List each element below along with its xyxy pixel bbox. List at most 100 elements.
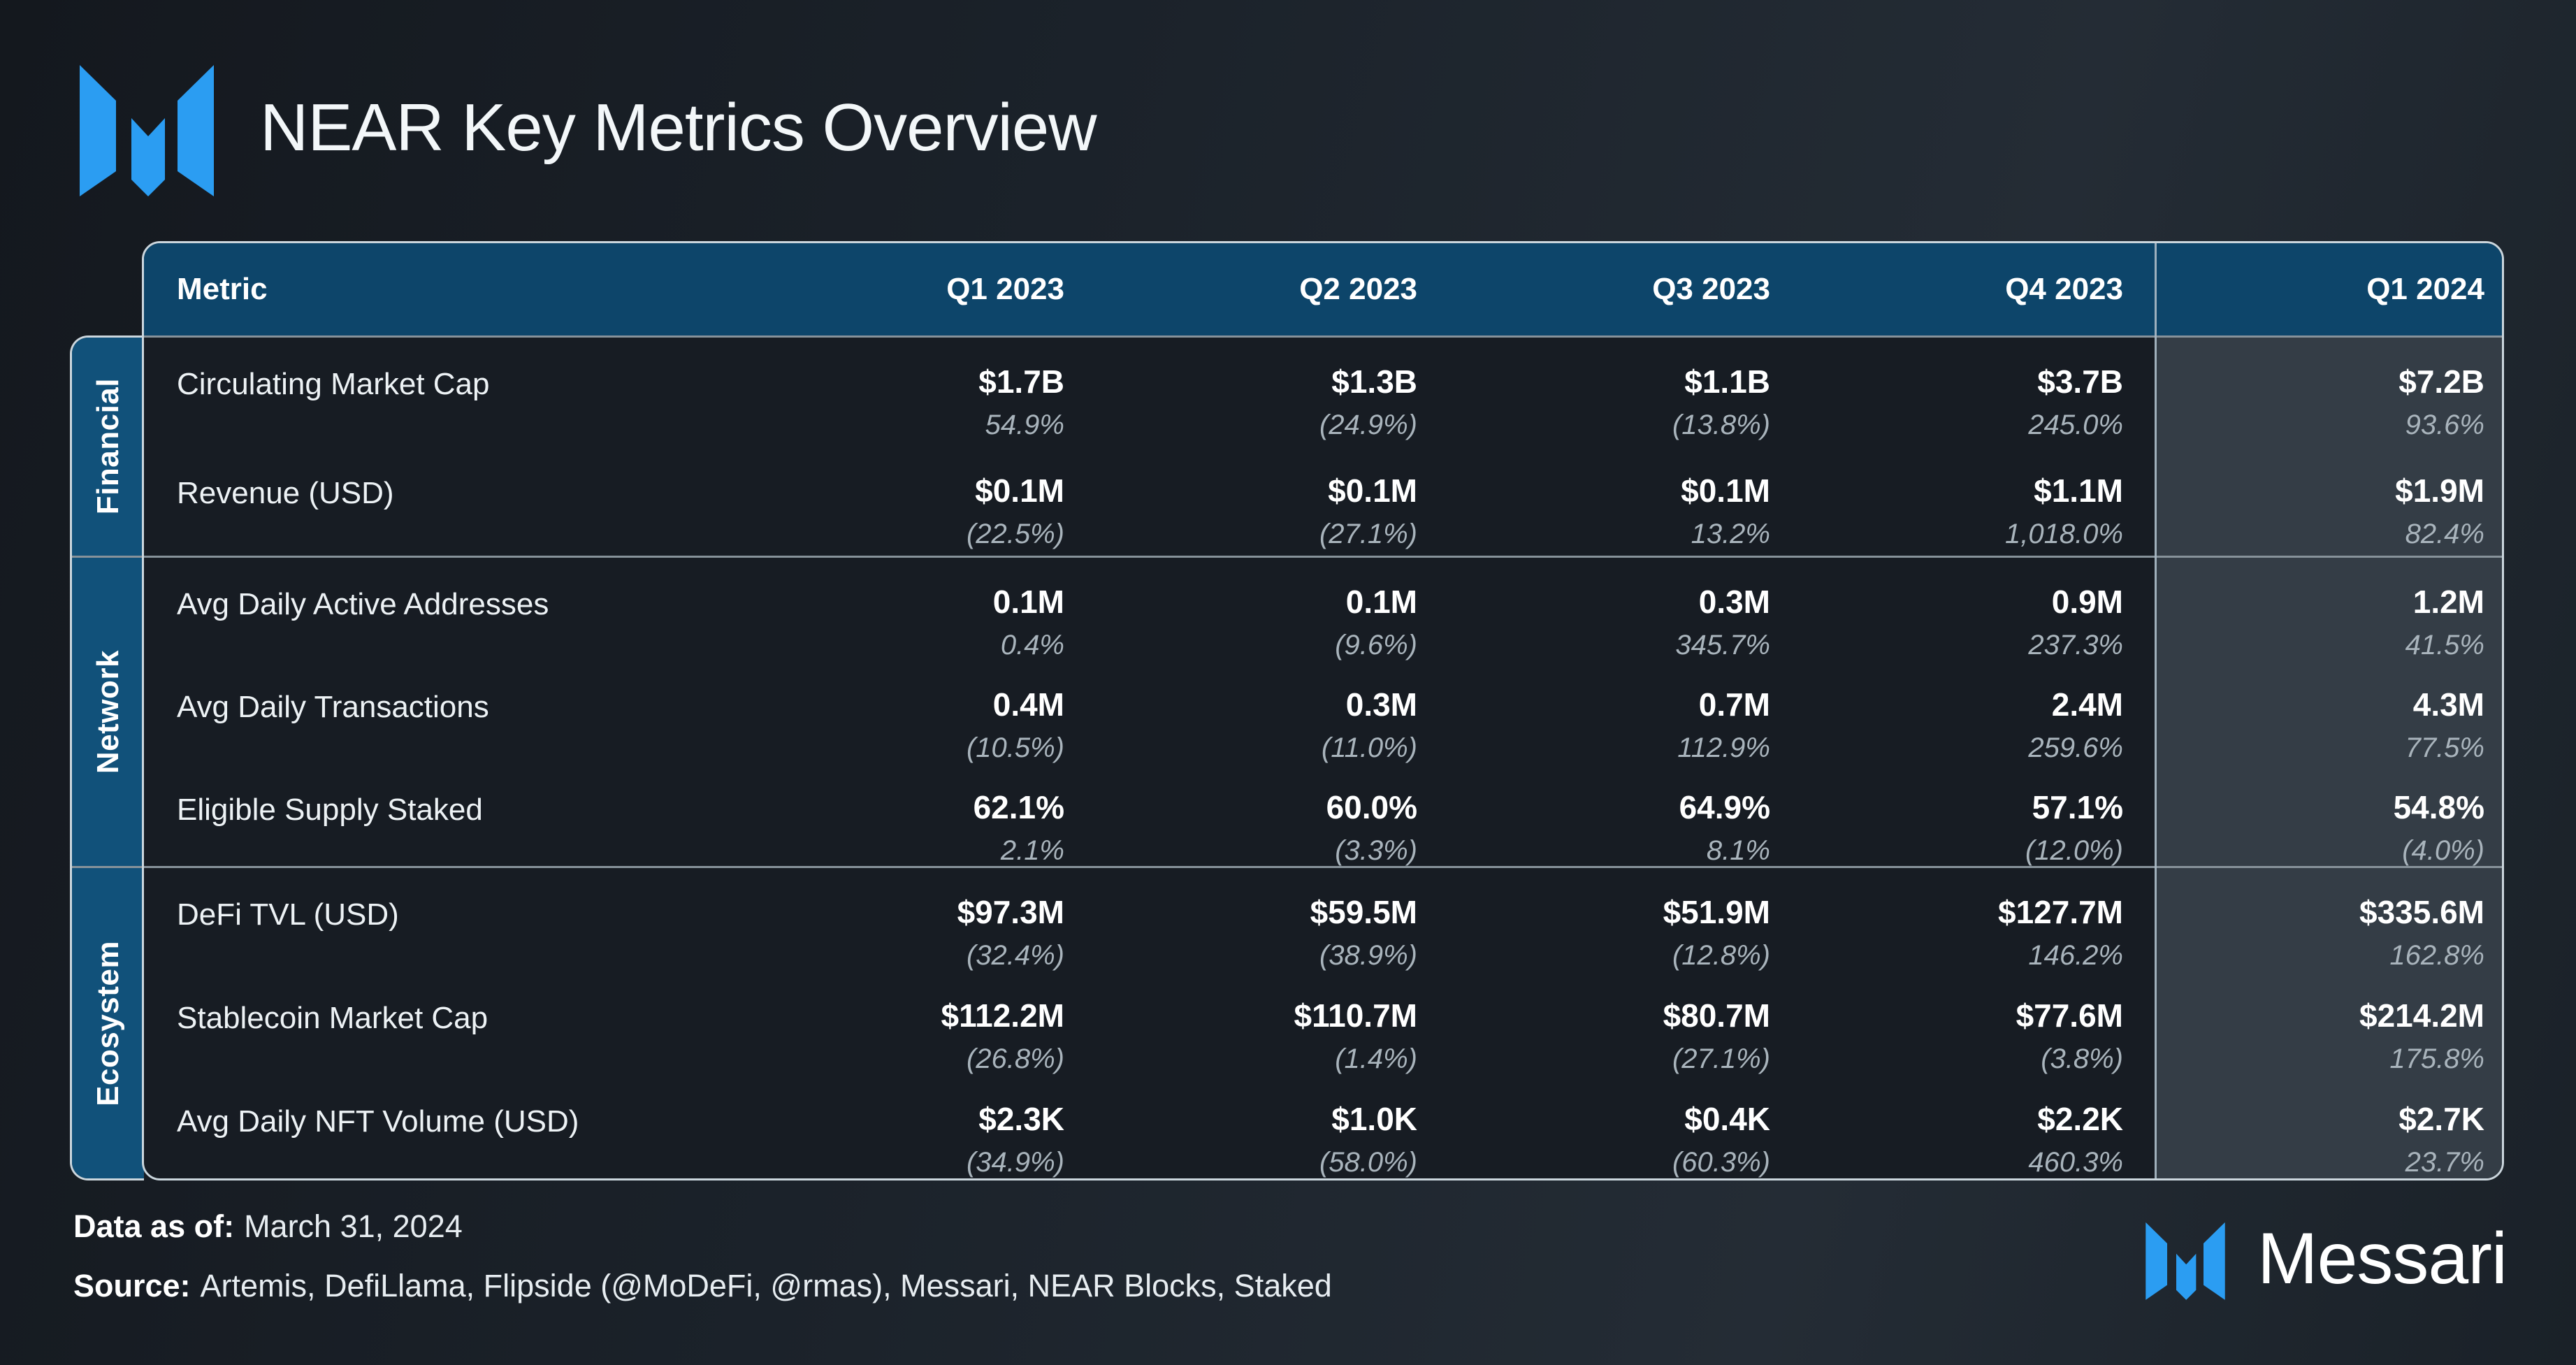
cell-qoq-change: 82.4% (2405, 518, 2484, 549)
cell-qoq-change: 93.6% (2405, 409, 2484, 440)
cell-qoq-change: 112.9% (1677, 732, 1770, 763)
cell-value: 0.1M (1345, 584, 1417, 620)
value-cell: 1.2M 41.5% (2155, 558, 2502, 660)
cell-value: $2.7K (2398, 1101, 2484, 1137)
cell-value: $1.9M (2395, 472, 2484, 509)
value-cell: $0.1M (27.1%) (1096, 447, 1449, 556)
value-cell: $0.4K (60.3%) (1449, 1075, 1802, 1178)
cell-qoq-change: 13.2% (1691, 518, 1770, 549)
cell-qoq-change: 259.6% (2028, 732, 2123, 763)
cell-qoq-change: (22.5%) (966, 518, 1064, 549)
cell-value: 0.9M (2051, 584, 2123, 620)
value-cell: 0.7M 112.9% (1449, 660, 1802, 763)
value-cell: $2.3K (34.9%) (743, 1075, 1096, 1178)
cell-qoq-change: (34.9%) (966, 1146, 1064, 1178)
value-cell: 57.1% (12.0%) (1802, 763, 2155, 866)
cell-qoq-change: 23.7% (2405, 1146, 2484, 1178)
cell-qoq-change: (27.1%) (1319, 518, 1417, 549)
cell-value: $1.7B (978, 363, 1064, 400)
cell-qoq-change: 237.3% (2028, 629, 2123, 660)
column-header: Q1 2023 (946, 272, 1064, 306)
cell-qoq-change: (58.0%) (1319, 1146, 1417, 1178)
row-group: Circulating Market Cap $1.7B 54.9% $1.3B… (144, 338, 2502, 556)
cell-qoq-change: 345.7% (1675, 629, 1770, 660)
value-cell: $0.1M 13.2% (1449, 447, 1802, 556)
cell-value: 0.1M (992, 584, 1064, 620)
cell-qoq-change: (13.8%) (1672, 409, 1770, 440)
value-cell: $110.7M (1.4%) (1096, 972, 1449, 1075)
footnotes: Data as of: March 31, 2024 Source: Artemis… (73, 1211, 1332, 1301)
cell-qoq-change: (4.0%) (2402, 835, 2484, 866)
metric-label: Circulating Market Cap (177, 367, 490, 401)
group-label: Financial (90, 378, 125, 515)
row-group: Avg Daily Active Addresses 0.1M 0.4% 0.1… (144, 556, 2502, 866)
cell-qoq-change: 54.9% (985, 409, 1064, 440)
value-cell: $1.9M 82.4% (2155, 447, 2502, 556)
cell-qoq-change: (60.3%) (1672, 1146, 1770, 1178)
cell-qoq-change: (10.5%) (966, 732, 1064, 763)
value-cell: 0.3M (11.0%) (1096, 660, 1449, 763)
table-row: Avg Daily Active Addresses 0.1M 0.4% 0.1… (144, 558, 2502, 660)
cell-qoq-change: (24.9%) (1319, 409, 1417, 440)
value-cell: 4.3M 77.5% (2155, 660, 2502, 763)
group-label-cell: Ecosystem (72, 866, 144, 1178)
data-as-of-label: Data as of: (73, 1208, 235, 1244)
value-cell: 2.4M 259.6% (1802, 660, 2155, 763)
cell-qoq-change: 460.3% (2028, 1146, 2123, 1178)
value-cell: $7.2B 93.6% (2155, 338, 2502, 447)
source-label: Source: (73, 1268, 191, 1303)
value-cell: 54.8% (4.0%) (2155, 763, 2502, 866)
cell-value: $51.9M (1663, 894, 1770, 930)
cell-value: 0.4M (992, 686, 1064, 723)
column-header: Metric (177, 272, 268, 306)
metric-label: DeFi TVL (USD) (177, 897, 399, 932)
cell-value: 1.2M (2412, 584, 2484, 620)
value-cell: $2.7K 23.7% (2155, 1075, 2502, 1178)
value-cell: 0.1M 0.4% (743, 558, 1096, 660)
cell-value: 0.3M (1345, 686, 1417, 723)
table-header-row: Metric Q1 2023 Q2 2023 Q3 2023 Q4 2023 Q1 202… (144, 243, 2502, 338)
metric-label: Avg Daily NFT Volume (USD) (177, 1104, 579, 1139)
table-row: Stablecoin Market Cap $112.2M (26.8%) $1… (144, 972, 2502, 1075)
cell-value: $0.1M (1681, 472, 1770, 509)
messari-logo-icon (2146, 1222, 2225, 1300)
metric-label: Revenue (USD) (177, 476, 394, 510)
cell-qoq-change: 8.1% (1706, 835, 1770, 866)
cell-qoq-change: (11.0%) (1321, 732, 1417, 763)
value-cell: 62.1% 2.1% (743, 763, 1096, 866)
value-cell: $214.2M 175.8% (2155, 972, 2502, 1075)
value-cell: $59.5M (38.9%) (1096, 868, 1449, 972)
table-row: Eligible Supply Staked 62.1% 2.1% 60.0% … (144, 763, 2502, 866)
value-cell: $127.7M 146.2% (1802, 868, 2155, 972)
table-row: Circulating Market Cap $1.7B 54.9% $1.3B… (144, 338, 2502, 447)
value-cell: $112.2M (26.8%) (743, 972, 1096, 1075)
group-labels-column: Financial Network Ecosystem (70, 335, 144, 1180)
value-cell: $335.6M 162.8% (2155, 868, 2502, 972)
table-row: Revenue (USD) $0.1M (22.5%) $0.1M (27.1%… (144, 447, 2502, 556)
column-header: Q2 2023 (1299, 272, 1417, 306)
masthead: NEAR Key Metrics Overview (70, 59, 1097, 196)
cell-qoq-change: 0.4% (1000, 629, 1064, 660)
cell-value: $1.0K (1331, 1101, 1417, 1137)
value-cell: 0.1M (9.6%) (1096, 558, 1449, 660)
value-cell: 0.3M 345.7% (1449, 558, 1802, 660)
cell-value: $127.7M (1997, 894, 2123, 930)
group-label-cell: Financial (72, 338, 144, 556)
data-as-of-value: March 31, 2024 (244, 1208, 463, 1244)
cell-qoq-change: 1,018.0% (2004, 518, 2123, 549)
group-label: Ecosystem (90, 940, 125, 1106)
value-cell: 0.9M 237.3% (1802, 558, 2155, 660)
group-label-cell: Network (72, 556, 144, 866)
cell-value: $112.2M (941, 997, 1064, 1034)
messari-logo-icon (80, 65, 214, 196)
cell-qoq-change: 175.8% (2389, 1043, 2484, 1074)
metric-label: Avg Daily Transactions (177, 690, 489, 724)
cell-value: 60.0% (1326, 789, 1417, 825)
cell-value: $110.7M (1294, 997, 1417, 1034)
table-row: Avg Daily NFT Volume (USD) $2.3K (34.9%)… (144, 1075, 2502, 1178)
value-cell: $77.6M (3.8%) (1802, 972, 2155, 1075)
column-header: Q1 2024 (2366, 272, 2484, 306)
value-cell: $80.7M (27.1%) (1449, 972, 1802, 1075)
metric-label: Stablecoin Market Cap (177, 1001, 489, 1035)
